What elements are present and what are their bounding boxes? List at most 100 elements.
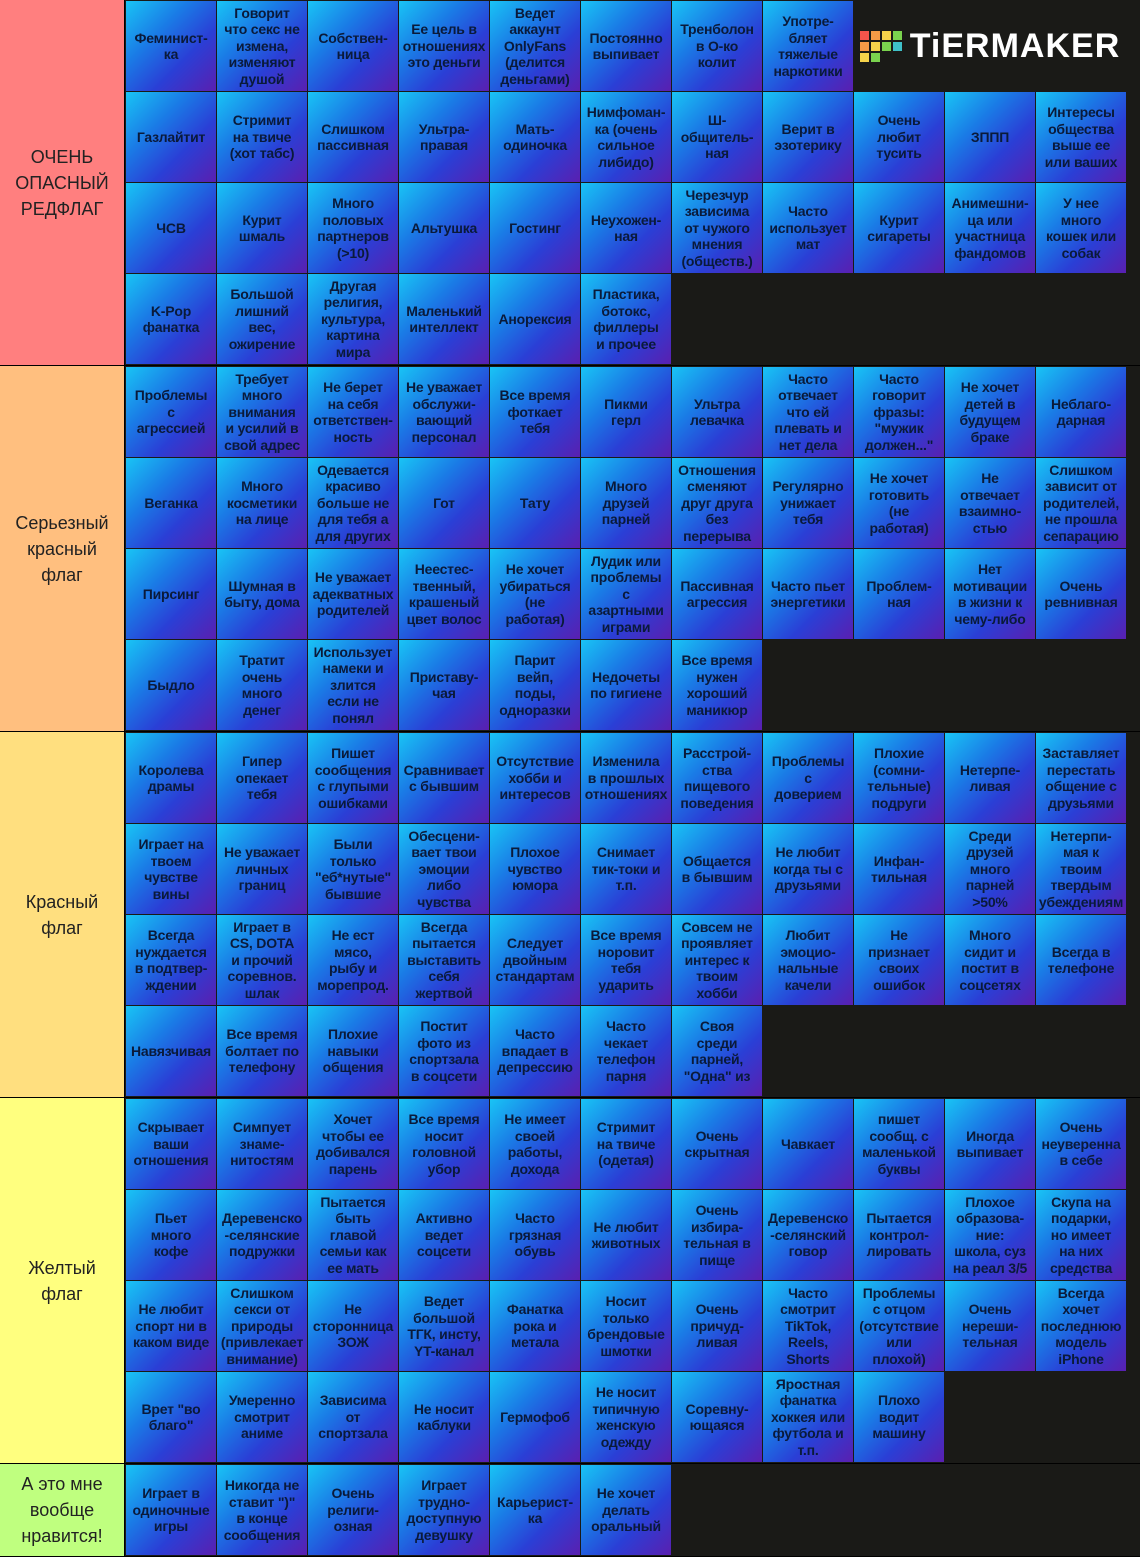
tier-item: Регулярно унижает тебя [763, 458, 853, 548]
tier-item: Пластика, ботокс, филлеры и прочее [581, 274, 671, 364]
tier-item: Ультра левачка [672, 367, 762, 457]
logo-icon [859, 30, 902, 62]
tier-item: Очень нереши- тельная [945, 1281, 1035, 1371]
tier-item: Следует двойным стандартам [490, 915, 580, 1005]
logo: TiERMAKER [854, 1, 1126, 91]
tier-item: Часто чекает телефон парня [581, 1006, 671, 1096]
tier-row: Красный флаг Королева драмы Гипер опекает … [0, 732, 1140, 1098]
tier-item: Ведет большой ТГК, инсту, YT-канал [399, 1281, 489, 1371]
tier-item: Пассивная агрессия [672, 549, 762, 639]
tier-item: Анорексия [490, 274, 580, 364]
tier-item: Часто пьет энергетики [763, 549, 853, 639]
tier-item: Не любит когда ты с друзьями [763, 824, 853, 914]
tier-item: Проблемы с агрессией [126, 367, 216, 457]
tier-item: Играет трудно- доступную девушку [399, 1465, 489, 1555]
tier-item: Играет на твоем чувстве вины [126, 824, 216, 914]
tier-item: Много сидит и постит в соцсетях [945, 915, 1035, 1005]
tier-label: Красный флаг [0, 732, 125, 1097]
tier-item: Навязчивая [126, 1006, 216, 1096]
tier-item: Проблемы с отцом (отсутствие или плохой) [854, 1281, 944, 1371]
tier-item: Неблаго- дарная [1036, 367, 1126, 457]
tier-item: Нимфоман- ка (очень сильное либидо) [581, 92, 671, 182]
tier-item: Карьерист- ка [490, 1465, 580, 1555]
tier-item: Всегда в телефоне [1036, 915, 1126, 1005]
tier-item: Стримит на твиче (одетая) [581, 1099, 671, 1189]
tier-item: Употре- бляет тяжелые наркотики [763, 1, 853, 91]
tier-items: Скрывает ваши отношения Симпует знаме- ни… [125, 1098, 1127, 1463]
tier-item: Часто грязная обувь [490, 1190, 580, 1280]
tier-item: Деревенско -селянские подружки [217, 1190, 307, 1280]
tier-item: Среди друзей много парней >50% [945, 824, 1035, 914]
tier-item: Проблемы с доверием [763, 733, 853, 823]
tier-item: Неестес- твенный, крашеный цвет волос [399, 549, 489, 639]
tier-item: Собствен- ница [308, 1, 398, 91]
tier-item: Очень причуд- ливая [672, 1281, 762, 1371]
tier-item: Ведет аккаунт OnlyFans (делится деньгами… [490, 1, 580, 91]
tier-item: Изменила в прошлых отношениях [581, 733, 671, 823]
tier-item: Очень скрытная [672, 1099, 762, 1189]
tier-item: Обесцени- вает твои эмоции либо чувства [399, 824, 489, 914]
tier-item: ЧСВ [126, 183, 216, 273]
tier-item: Часто отвечает что ей плевать и нет дела [763, 367, 853, 457]
tier-item: Стримит на твиче (хот табс) [217, 92, 307, 182]
tier-item: Были только "еб*нутые" бывшие [308, 824, 398, 914]
tier-item: K-Pop фанатка [126, 274, 216, 364]
tier-item: Отсутствие хобби и интересов [490, 733, 580, 823]
tier-item: Большой лишний вес, ожирение [217, 274, 307, 364]
tier-row: А это мне вообще нравится! Играет в одино… [0, 1464, 1140, 1557]
tier-item: Курит шмаль [217, 183, 307, 273]
tier-item: Слишком секси от природы (привлекает вни… [217, 1281, 307, 1371]
tier-item: Всегда нуждается в подтвер- ждении [126, 915, 216, 1005]
tier-item: Врет "во благо" [126, 1372, 216, 1462]
tier-item: Скрывает ваши отношения [126, 1099, 216, 1189]
tier-item: Не хочет делать оральный [581, 1465, 671, 1555]
tier-item: Слишком зависит от родителей, не прошла … [1036, 458, 1126, 548]
tier-item: Парит вейп, поды, одноразки [490, 640, 580, 730]
tier-item: Быдло [126, 640, 216, 730]
tier-item: ЗППП [945, 92, 1035, 182]
tier-item: Зависима от спортзала [308, 1372, 398, 1462]
tier-item: Слишком пассивная [308, 92, 398, 182]
tier-item: Пытается быть главой семьи как ее мать [308, 1190, 398, 1280]
tier-item: Мать- одиночка [490, 92, 580, 182]
tier-items: Проблемы с агрессией Требует много вниман… [125, 366, 1127, 731]
tier-item: Одевается красиво больше не для тебя а д… [308, 458, 398, 548]
tier-item: Соревну- ющаяся [672, 1372, 762, 1462]
tier-item: Не любит животных [581, 1190, 671, 1280]
tier-item: Все время болтает по телефону [217, 1006, 307, 1096]
tier-item: Играет в CS, DOTA и прочий соревнов. шла… [217, 915, 307, 1005]
tier-item: Верит в эзотерику [763, 92, 853, 182]
tier-item: Гот [399, 458, 489, 548]
tier-item: Много половых партнеров (>10) [308, 183, 398, 273]
tier-item: Очень неуверенна в себе [1036, 1099, 1126, 1189]
tier-item: Очень ревнивная [1036, 549, 1126, 639]
tier-item: Очень религи- озная [308, 1465, 398, 1555]
tier-item: Пишет сообщения с глупыми ошибками [308, 733, 398, 823]
tier-item: Активно ведет соцсети [399, 1190, 489, 1280]
tier-item: Все время норовит тебя ударить [581, 915, 671, 1005]
tier-item: Тату [490, 458, 580, 548]
tier-item: Другая религия, культура, картина мира [308, 274, 398, 364]
tier-item: пишет сообщ. с маленькой буквы [854, 1099, 944, 1189]
tier-item: Много косметики на лице [217, 458, 307, 548]
tier-item: Ультра- правая [399, 92, 489, 182]
tier-item: Гостинг [490, 183, 580, 273]
tier-item: Очень любит тусить [854, 92, 944, 182]
tier-item: Плохое чувство юмора [490, 824, 580, 914]
logo-square [859, 30, 869, 40]
tier-item: Пытается контрол- лировать [854, 1190, 944, 1280]
tier-item: У нее много кошек или собак [1036, 183, 1126, 273]
tier-item: Симпует знаме- нитостям [217, 1099, 307, 1189]
tier-item: Нетерпи- мая к твоим твердым убеждениям [1036, 824, 1126, 914]
tier-item: Лудик или проблемы с азартными играми [581, 549, 671, 639]
tier-item: Очень избира- тельная в пище [672, 1190, 762, 1280]
tier-item: Ш- общитель- ная [672, 92, 762, 182]
tier-item: Много друзей парней [581, 458, 671, 548]
tier-item: Часто смотрит TikTok, Reels, Shorts [763, 1281, 853, 1371]
tier-item: Никогда не ставит ")" в конце сообщения [217, 1465, 307, 1555]
tier-item: Веганка [126, 458, 216, 548]
tier-item: Плохо водит машину [854, 1372, 944, 1462]
tier-item: Требует много внимания и усилий в свой а… [217, 367, 307, 457]
logo-square [881, 52, 891, 62]
